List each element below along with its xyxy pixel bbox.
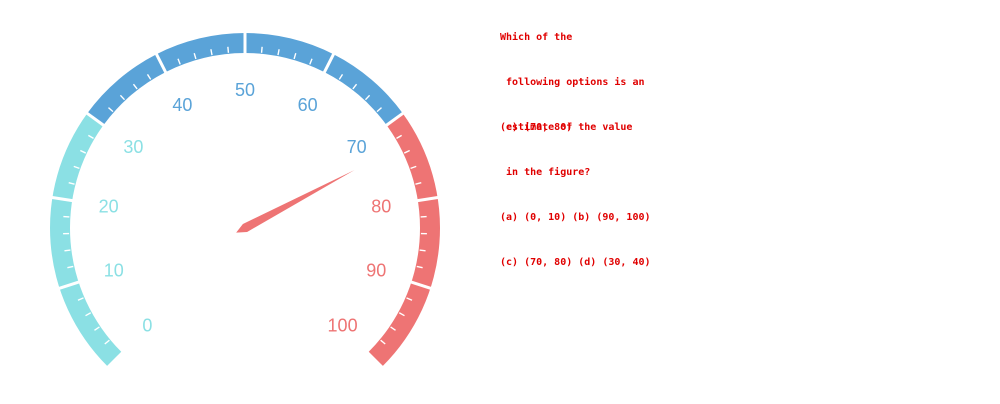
minor-tick (227, 46, 230, 53)
question-line-4: in the figure? (500, 167, 591, 178)
gauge-chart: 0 10 20 30 40 50 60 70 80 90 100 (49, 32, 440, 366)
gauge-pointer-group (236, 169, 355, 233)
band-gap-70 (384, 111, 405, 127)
minor-tick (80, 149, 87, 154)
gauge-band-2 (87, 32, 403, 126)
tick-label-0: 0 (142, 316, 152, 336)
tick-label-80: 80 (371, 196, 391, 216)
question-line-3: estimate of the value (500, 122, 633, 133)
tick-label-90: 90 (366, 261, 386, 281)
gauge-pointer (236, 169, 355, 233)
minor-tick (68, 182, 75, 185)
answer-text: (c) (70, 80) (500, 122, 573, 133)
minor-tick (64, 249, 71, 252)
question-panel: Which of the following options is an est… (500, 0, 980, 300)
gauge-bands (49, 32, 440, 366)
band-gap-40 (154, 52, 168, 74)
question-line-2: following options is an (500, 77, 645, 88)
minor-tick (293, 53, 297, 60)
gauge-band-gaps (51, 32, 439, 290)
minor-tick (410, 165, 417, 170)
minor-tick (396, 134, 403, 140)
gauge-tick-labels: 0 10 20 30 40 50 60 70 80 90 100 (99, 80, 392, 336)
gauge-band-1 (49, 113, 122, 366)
minor-tick (415, 182, 422, 185)
question-line-1: Which of the (500, 32, 573, 43)
minor-tick (193, 53, 197, 60)
minor-tick (376, 107, 382, 113)
tick-label-30: 30 (123, 137, 143, 157)
minor-tick (419, 249, 426, 252)
band-gap-60 (322, 52, 336, 74)
minor-tick (73, 165, 80, 170)
minor-tick (390, 326, 396, 331)
minor-tick (87, 134, 94, 140)
minor-tick (406, 297, 413, 301)
minor-tick (177, 58, 181, 65)
band-gap-30 (85, 111, 106, 127)
minor-tick (85, 312, 92, 317)
options-line-2: (c) (70, 80) (d) (30, 40) (500, 257, 651, 268)
minor-tick (108, 107, 114, 113)
minor-tick (67, 265, 74, 269)
band-gap-80 (416, 195, 439, 203)
gauge-ticks (63, 46, 427, 345)
minor-tick (338, 73, 344, 80)
minor-tick (309, 58, 313, 65)
gauge-band-3 (368, 113, 440, 366)
minor-tick (380, 339, 386, 345)
minor-tick (364, 94, 371, 101)
tick-label-70: 70 (347, 137, 367, 157)
minor-tick (146, 73, 152, 80)
minor-tick (352, 83, 358, 90)
band-gap-10 (58, 280, 80, 290)
tick-label-20: 20 (99, 196, 119, 216)
band-gap-90 (410, 280, 432, 290)
tick-label-50: 50 (235, 80, 255, 100)
minor-tick (77, 297, 84, 301)
minor-tick (119, 94, 126, 101)
minor-tick (398, 312, 405, 317)
minor-tick (94, 326, 100, 331)
minor-tick (210, 49, 213, 56)
band-gap-20 (51, 195, 74, 203)
tick-label-100: 100 (328, 316, 358, 336)
minor-tick (260, 46, 263, 53)
minor-tick (403, 149, 410, 154)
tick-label-60: 60 (298, 95, 318, 115)
minor-tick (277, 49, 280, 56)
minor-tick (416, 265, 423, 269)
minor-tick (104, 339, 110, 345)
tick-label-40: 40 (172, 95, 192, 115)
tick-label-10: 10 (104, 261, 124, 281)
options-line-1: (a) (0, 10) (b) (90, 100) (500, 212, 651, 223)
minor-tick (132, 83, 138, 90)
